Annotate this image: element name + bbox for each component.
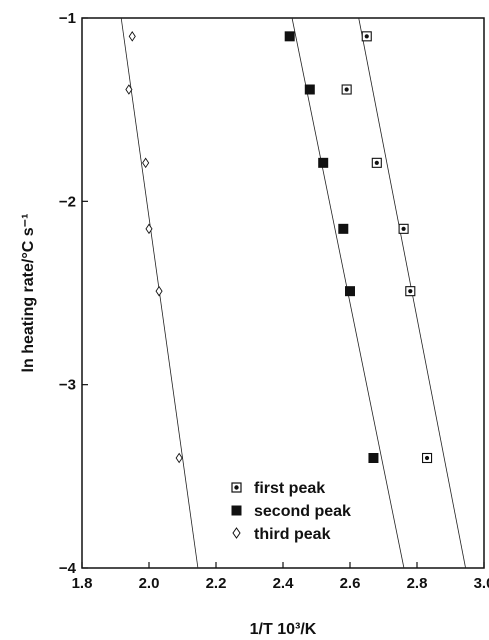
x-tick-label: 2.4	[273, 575, 295, 592]
point-series-0	[405, 286, 416, 297]
point-series-2	[125, 84, 133, 95]
data-points	[125, 31, 433, 464]
y-tick-label: −2	[59, 193, 76, 210]
legend-marker-first-peak-dot	[234, 485, 239, 490]
y-tick-label: −3	[59, 377, 76, 394]
point-series-2	[175, 452, 183, 464]
point-series-1	[318, 157, 329, 168]
point-series-0	[371, 157, 382, 168]
legend-marker-second-peak	[231, 505, 242, 516]
point-dot	[364, 34, 369, 39]
legend-label-third-peak: third peak	[254, 526, 331, 543]
point-series-1	[368, 453, 379, 463]
x-tick-label: 3.0	[474, 575, 489, 592]
legend-label-first-peak: first peak	[254, 480, 325, 497]
point-series-2	[155, 285, 163, 297]
legend-label-second-peak: second peak	[254, 503, 351, 520]
point-series-1	[304, 84, 315, 95]
point-dot	[424, 455, 430, 461]
point-series-1	[284, 31, 295, 42]
x-axis-title: 1/T 10³/K	[250, 621, 317, 638]
point-series-1	[338, 223, 349, 234]
x-tick-label: 1.8	[72, 575, 93, 592]
ticks-layer: 1.8 2.0 2.2 2.4 2.6 2.8 3.0 −1 −2 −3 −4	[59, 10, 489, 592]
point-dot	[401, 226, 406, 231]
point-series-0	[361, 31, 372, 42]
x-tick-label: 2.6	[340, 575, 361, 592]
y-tick-label: −1	[59, 10, 76, 27]
legend: first peak second peak third peak	[231, 480, 351, 543]
point-series-1	[345, 286, 355, 297]
x-tick-label: 2.0	[139, 575, 160, 592]
x-tick-label: 2.2	[206, 575, 227, 592]
point-dot	[344, 87, 349, 92]
legend-marker-third-peak	[232, 527, 241, 539]
point-dot	[408, 289, 413, 294]
y-tick-label: −4	[59, 560, 77, 577]
point-series-2	[142, 157, 150, 169]
x-tick-label: 2.8	[407, 575, 428, 592]
point-series-2	[128, 31, 136, 42]
point-series-0	[398, 223, 409, 234]
legend-item-second-peak: second peak	[231, 503, 351, 520]
point-series-0	[341, 84, 352, 95]
point-series-2	[145, 223, 153, 235]
point-dot	[374, 160, 379, 165]
legend-item-third-peak: third peak	[232, 526, 331, 543]
y-axis-title: ln heating rate/°C s⁻¹	[20, 214, 37, 373]
point-series-0	[421, 452, 433, 464]
legend-item-first-peak: first peak	[231, 480, 325, 497]
